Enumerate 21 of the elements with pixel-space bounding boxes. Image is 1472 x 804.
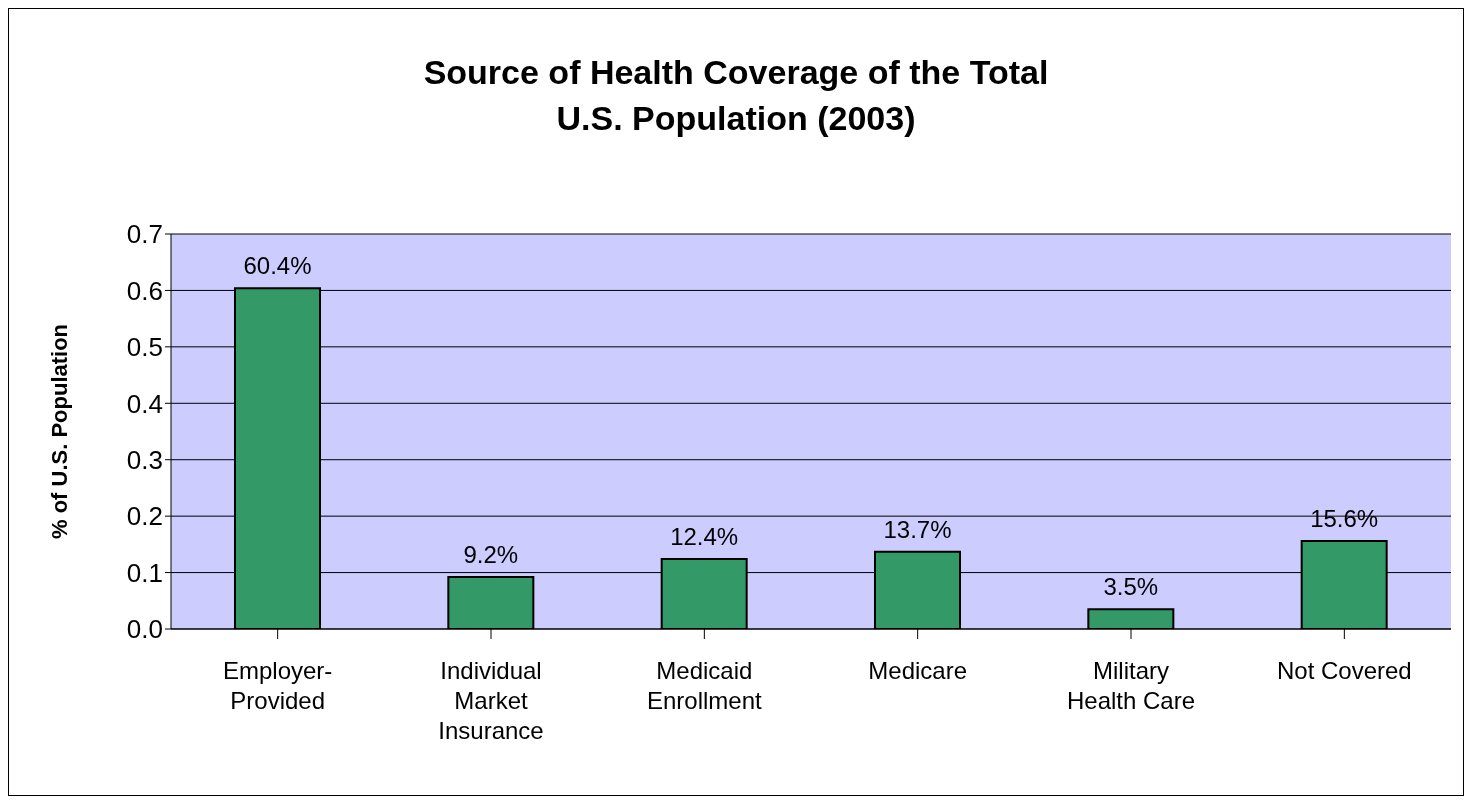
x-tick-label: Medicaid Enrollment [646, 657, 763, 714]
y-tick-label: 0.3 [126, 444, 163, 475]
y-axis-title: % of U.S. Population [46, 323, 72, 540]
data-label: 9.2% [463, 541, 519, 569]
y-tick-label: 0.1 [126, 557, 163, 588]
data-label: 3.5% [1103, 573, 1159, 601]
y-tick-label: 0.0 [126, 614, 163, 645]
chart-title: Source of Health Coverage of the Total U.S. Population (2003) [422, 52, 1050, 139]
y-tick-label: 0.5 [126, 332, 163, 363]
data-label: 60.4% [243, 252, 312, 280]
y-tick-label: 0.4 [126, 388, 163, 419]
y-tick-label: 0.7 [126, 219, 163, 250]
x-tick-label: Not Covered [1276, 657, 1412, 684]
data-label: 12.4% [670, 523, 739, 551]
x-tick-label: Individual Market Insurance [438, 657, 544, 744]
y-tick-label: 0.6 [126, 275, 163, 306]
data-label: 13.7% [883, 515, 952, 543]
x-tick-label: Employer-Provided [222, 657, 333, 714]
x-tick-label: Medicare [868, 657, 968, 684]
y-tick-label: 0.2 [126, 501, 163, 532]
x-tick-label: Military Health Care [1066, 657, 1196, 714]
